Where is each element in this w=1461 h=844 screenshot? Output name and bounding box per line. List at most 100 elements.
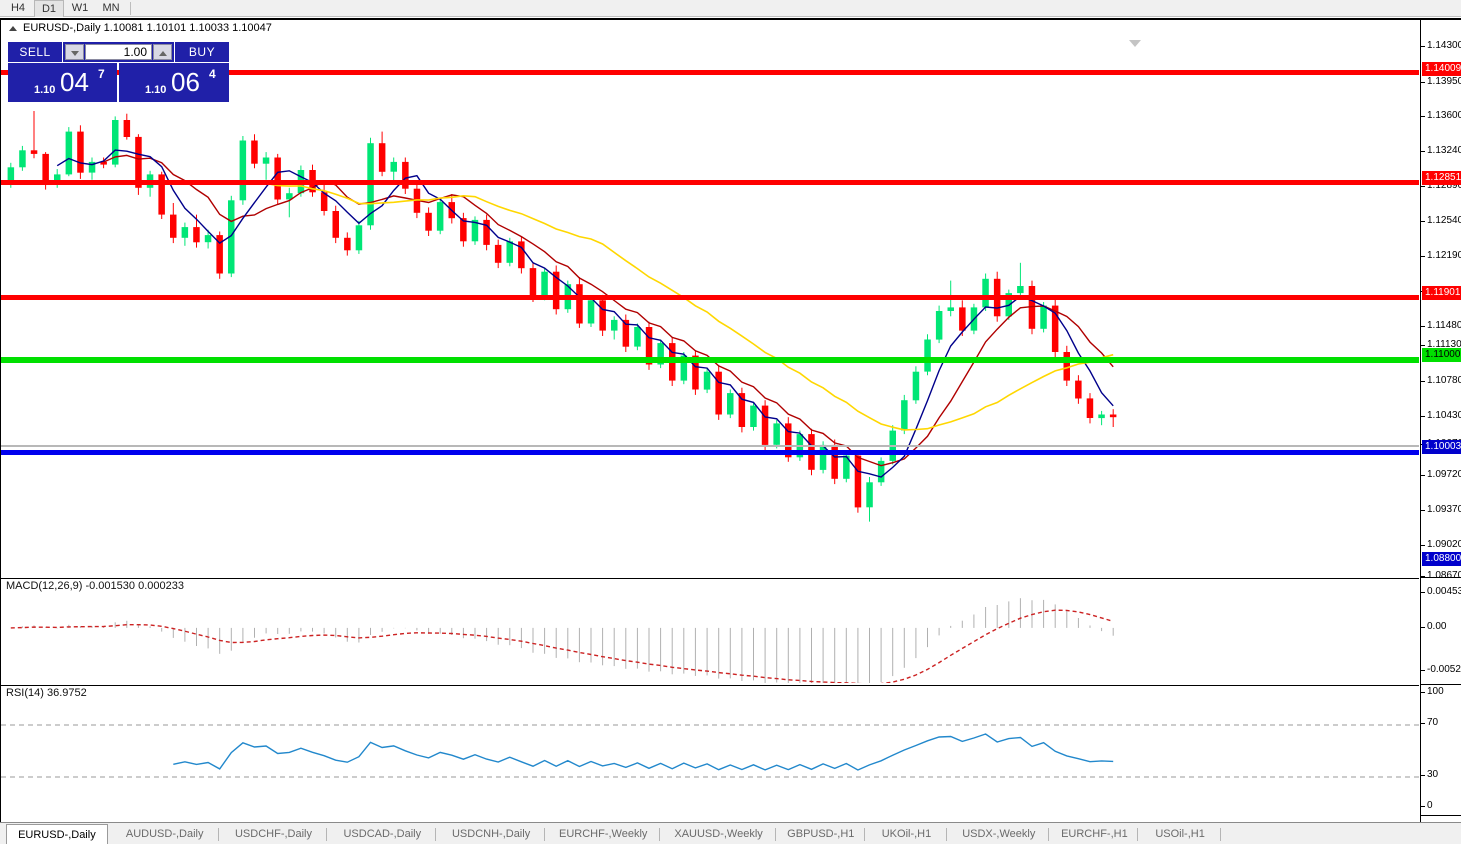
timeframe-button-w1[interactable]: W1 [71,2,89,14]
price-pane[interactable] [1,20,1419,560]
rsi-pane[interactable]: RSI(14) 36.9752 [1,685,1419,805]
candle-body [19,150,26,168]
timeframe-toolbar: H4 D1 W1 MN [0,0,1461,17]
pane-divider-axis [1421,815,1461,816]
caret-down-icon [71,51,79,56]
tab-separator [1048,828,1050,841]
price-scale-label: 1.09020 [1427,539,1461,550]
support-line-1.10003[interactable] [1,450,1419,455]
candle-body [576,284,583,324]
resistance-line-1.14009[interactable] [1,70,1419,75]
tab-separator [326,828,328,841]
macd-signal-line [10,609,1114,683]
candle-body [216,235,223,274]
toolbar-separator [130,2,131,15]
candle-body [54,174,61,183]
tab-separator [863,828,865,841]
chart-tab-eurchf-weekly[interactable]: EURCHF-,Weekly [558,828,648,840]
rsi-scale-label: 100 [1427,686,1444,697]
chart-tab-gbpusd-h1[interactable]: GBPUSD-,H1 [787,828,855,840]
macd-scale-label: 0.004536 [1427,586,1461,597]
one-click-trading-panel[interactable]: SELL 1.00 BUY 1.10 04 7 1.10 [8,42,229,102]
candle-body [332,211,339,238]
candle-body [494,244,502,263]
collapse-triangle-icon[interactable] [9,26,17,31]
candle-body [483,219,490,245]
volume-stepper[interactable]: 1.00 [63,42,174,62]
buy-button[interactable]: BUY [175,42,229,62]
scale-tick [1421,151,1425,152]
candle-body [274,157,281,200]
scale-tick [1421,256,1425,257]
volume-increase-button[interactable] [153,44,172,60]
price-scale[interactable]: 1.14300 1.13950 1.13600 1.13240 1.12890 1.125… [1420,20,1461,824]
sell-button[interactable]: SELL [8,42,62,62]
candle-body [924,339,931,372]
candle-body [831,444,838,479]
chart-tab-xauusd-weekly[interactable]: XAUUSD-,Weekly [674,828,763,840]
candle-body [645,327,653,365]
chart-tab-eurusd-daily[interactable]: EURUSD-,Daily [6,824,108,844]
candle-body [1075,380,1082,399]
pivot-level-tag[interactable]: 1.11000 [1422,348,1461,362]
chart-tab-eurchf-h1[interactable]: EURCHF-,H1 [1061,828,1128,840]
candle-body [901,400,908,431]
scale-tick [1421,723,1425,724]
rsi-scale-label: 70 [1427,717,1439,728]
candle-body [947,307,954,311]
support-level-tag-1[interactable]: 1.10003 [1422,440,1461,454]
plot-area[interactable]: MACD(12,26,9) -0.001530 0.000233 RSI(14)… [1,20,1419,805]
candle-body [158,174,165,215]
candle-body [692,355,699,390]
support-level-tag-2[interactable]: 1.08800 [1422,552,1461,566]
chart-tab-audusd-daily[interactable]: AUDUSD-,Daily [125,828,204,840]
rsi-scale-label: 30 [1427,769,1439,780]
resistance-level-tag-1[interactable]: 1.14009 [1422,62,1461,76]
timeframe-button-h4[interactable]: H4 [10,2,26,14]
buy-price-display[interactable]: 1.10 06 4 [119,63,229,102]
sell-price-display[interactable]: 1.10 04 7 [8,63,117,102]
price-scale-label: 1.12540 [1427,215,1461,226]
tab-separator [217,828,219,841]
macd-pane[interactable]: MACD(12,26,9) -0.001530 0.000233 [1,578,1419,683]
candle-body [738,393,746,427]
scale-tick [1421,326,1425,327]
resistance-line-1.12851[interactable] [1,180,1419,185]
chart-tab-usdx-weekly[interactable]: USDX-,Weekly [962,828,1036,840]
macd-label: MACD(12,26,9) -0.001530 0.000233 [6,580,184,592]
candle-body [912,371,920,401]
candle-body [1109,414,1117,418]
moving-average-line [56,149,1114,478]
candle-body [634,327,641,347]
chart-tab-ukoil-h1[interactable]: UKOil-,H1 [881,828,932,840]
chart-tab-usdcnh-daily[interactable]: USDCNH-,Daily [451,828,531,840]
timeframe-button-mn[interactable]: MN [102,2,120,14]
candle-body [135,136,142,188]
price-scale-label: 1.09370 [1427,504,1461,515]
candle-body [529,268,537,297]
price-candles-svg [7,111,1117,522]
resistance-line-1.11901[interactable] [1,295,1419,300]
volume-input[interactable]: 1.00 [85,44,152,60]
candle-body [193,227,200,243]
buy-price-sup: 4 [209,67,216,81]
candle-body [518,241,525,269]
chart-tab-usdchf-daily[interactable]: USDCHF-,Daily [234,828,312,840]
candle-body [587,300,595,324]
candle-body [286,193,293,200]
candle-body [378,143,386,172]
chart-tab-usdcad-daily[interactable]: USDCAD-,Daily [343,828,422,840]
timeframe-button-d1[interactable]: D1 [34,0,64,17]
resistance-level-tag-2[interactable]: 1.12851 [1422,171,1461,185]
scale-tick [1421,627,1425,628]
resistance-level-tag-3[interactable]: 1.11901 [1422,286,1461,300]
chart-tab-bar[interactable]: EURUSD-,Daily AUDUSD-,Daily USDCHF-,Daily U… [0,822,1461,844]
candle-body [611,319,618,331]
candle-body [7,167,15,183]
pivot-line-1.11000[interactable] [1,357,1419,363]
volume-decrease-button[interactable] [65,44,84,60]
bid-line-1.10070[interactable] [1,445,1419,447]
candle-body [854,455,862,508]
chart-tab-usoil-h1[interactable]: USOil-,H1 [1155,828,1205,840]
